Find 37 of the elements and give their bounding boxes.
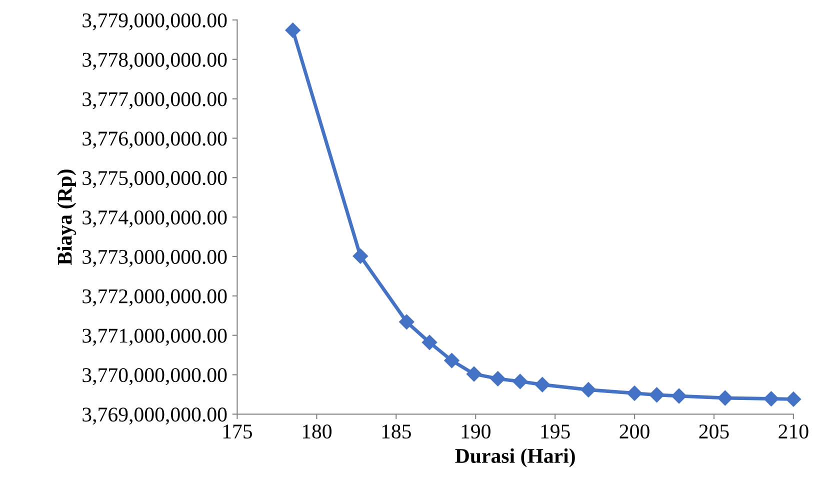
point	[422, 334, 438, 350]
point	[352, 248, 368, 264]
point	[626, 386, 642, 401]
y-tick-label: 3,777,000,000.00	[82, 92, 227, 110]
point	[764, 391, 779, 406]
point	[786, 392, 802, 407]
point	[466, 366, 482, 382]
y-tick-label: 3,772,000,000.00	[82, 289, 227, 306]
x-axis-title: Durasi (Hari)	[455, 448, 575, 468]
x-tick-label: 190	[462, 424, 490, 439]
point	[671, 388, 687, 404]
x-tick-label: 180	[302, 424, 332, 439]
point	[649, 387, 664, 402]
x-tick-label: 195	[541, 424, 570, 439]
y-tick-label: 3,769,000,000.00	[82, 408, 227, 425]
y-tick-label: 3,778,000,000.00	[82, 52, 227, 70]
y-axis-title: Biaya (Rp)	[57, 170, 76, 266]
x-tick-label: 205	[699, 424, 729, 439]
point	[399, 314, 414, 330]
y-tick-label: 3,773,000,000.00	[82, 250, 227, 267]
point	[512, 374, 528, 390]
x-tick-label: 185	[382, 424, 411, 439]
x-tick-label: 200	[620, 424, 650, 439]
point	[580, 382, 596, 398]
y-tick-label: 3,770,000,000.00	[82, 368, 227, 386]
point	[490, 371, 506, 386]
y-tick-label: 3,775,000,000.00	[82, 171, 227, 188]
point	[534, 377, 550, 392]
point	[718, 390, 733, 406]
y-tick-label: 3,771,000,000.00	[82, 328, 227, 346]
y-tick-label: 3,779,000,000.00	[82, 13, 227, 30]
point	[285, 22, 300, 38]
y-tick-label: 3,774,000,000.00	[82, 210, 227, 228]
x-tick-label: 210	[778, 424, 808, 439]
point	[444, 352, 460, 368]
x-tick-label: 175	[223, 424, 252, 439]
y-tick-label: 3,776,000,000.00	[82, 132, 227, 149]
